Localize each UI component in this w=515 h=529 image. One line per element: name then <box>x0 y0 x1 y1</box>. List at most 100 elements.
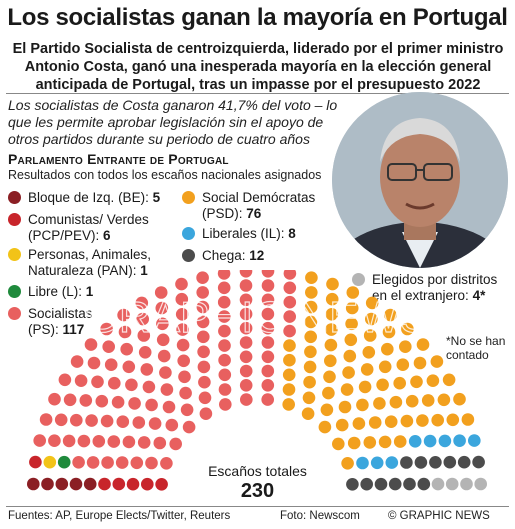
seat-dot <box>169 437 182 451</box>
seat-dot <box>414 456 428 469</box>
seat-dot <box>340 383 354 396</box>
page-subtitle: El Partido Socialista de centroizquierda… <box>12 41 504 93</box>
seat-dot <box>457 455 471 469</box>
seat-dot <box>145 456 158 470</box>
seat-dot <box>157 349 171 363</box>
legend-value: 8 <box>288 226 296 241</box>
seat-dot <box>111 395 125 409</box>
legend-label: Liberales (IL): <box>202 226 289 241</box>
seat-dot <box>347 436 361 450</box>
seat-dot <box>431 477 445 491</box>
portrait-illustration <box>332 92 508 268</box>
legend-value: 4* <box>472 288 486 303</box>
seat-dot <box>196 300 210 314</box>
seat-dot <box>305 286 318 299</box>
seat-dot <box>128 397 141 410</box>
seat-dot <box>410 375 423 389</box>
seat-dot <box>240 393 253 406</box>
seat-dot <box>283 281 297 295</box>
seat-dot <box>358 380 372 394</box>
seat-dot <box>400 456 413 469</box>
seat-dot <box>382 325 396 339</box>
footer-copyright: © GRAPHIC NEWS <box>388 510 490 522</box>
seat-dot <box>303 360 317 374</box>
portrait-photo <box>332 92 508 268</box>
seat-dot <box>429 456 442 469</box>
seat-dot <box>472 455 485 469</box>
seat-dot <box>197 345 210 359</box>
footer-sources: Fuentes: AP, Europe Elects/Twitter, Reut… <box>8 510 231 522</box>
seat-dot <box>345 301 359 315</box>
seat-dot <box>345 317 358 331</box>
legend-item-il: Liberales (IL): 8 <box>182 226 332 242</box>
legend-swatch <box>182 249 195 262</box>
seat-dot <box>104 358 118 371</box>
seat-dot <box>70 413 83 427</box>
legend-label: Bloque de Izq. (BE): <box>28 190 153 205</box>
seat-dot <box>261 350 275 364</box>
seat-dot <box>283 339 296 352</box>
seat-dot <box>453 392 466 406</box>
seat-dot <box>122 360 136 374</box>
seat-dot <box>101 456 114 469</box>
seat-dot <box>442 373 456 387</box>
seat-dot <box>376 378 389 392</box>
seat-dot <box>130 456 144 470</box>
seat-dot <box>85 414 98 427</box>
seat-dot <box>408 435 422 448</box>
legend-swatch <box>8 191 21 204</box>
seat-dot <box>362 346 376 359</box>
seat-dot <box>219 398 232 411</box>
seat-dot <box>374 477 388 491</box>
legend-label: Libre (L): <box>28 284 86 299</box>
seat-dot <box>91 375 104 389</box>
legend-value: 12 <box>249 248 265 263</box>
seat-dot <box>69 477 83 491</box>
seat-dot <box>155 301 169 315</box>
seat-dot <box>197 360 211 374</box>
seat-dot <box>125 378 138 392</box>
legend-item-be: Bloque de Izq. (BE): 5 <box>8 190 188 206</box>
seat-dot <box>239 350 253 364</box>
seat-dot <box>378 435 392 449</box>
legend-label: Socialistas (PS): <box>28 306 93 337</box>
seat-dot <box>344 333 358 347</box>
seat-dot <box>360 363 374 376</box>
seat-dot <box>160 383 174 396</box>
seat-dot <box>324 338 338 352</box>
seat-dot <box>431 413 445 427</box>
seat-dot <box>55 477 69 491</box>
seat-dot <box>239 364 253 378</box>
seat-dot <box>77 434 91 448</box>
seat-dot <box>239 270 253 278</box>
seat-dot <box>218 310 231 323</box>
seat-dot <box>165 418 179 432</box>
legend-item-pcp: Comunistas/ Verdes (PCP/PEV): 6 <box>8 212 198 244</box>
seat-dot <box>98 477 111 491</box>
seat-dot <box>325 292 339 306</box>
seat-dot <box>261 393 275 406</box>
legend-value: 5 <box>152 190 161 205</box>
seat-dot <box>176 338 190 352</box>
seat-dot <box>413 356 427 370</box>
seat-dot <box>430 355 444 368</box>
seat-dot <box>304 315 318 329</box>
seat-dot <box>217 281 231 295</box>
hemicycle-chart: GRAPHIC NEWS <box>27 270 488 491</box>
seat-dot <box>468 434 481 447</box>
seat-dot <box>136 312 149 326</box>
seat-dot <box>261 321 275 335</box>
seat-dot <box>160 457 173 470</box>
seat-dot <box>72 456 85 469</box>
seat-dot <box>29 455 42 469</box>
seat-dot <box>304 345 317 359</box>
legend-item-libre: Libre (L): 1 <box>8 284 188 300</box>
seat-dot <box>217 295 231 309</box>
seat-dot <box>343 349 357 363</box>
seat-dot <box>86 456 100 469</box>
total-seats-value: 230 <box>240 480 275 502</box>
seat-dot <box>393 435 407 448</box>
seat-dot <box>416 414 429 427</box>
seat-dot <box>303 375 316 389</box>
seat-dot <box>159 366 172 379</box>
